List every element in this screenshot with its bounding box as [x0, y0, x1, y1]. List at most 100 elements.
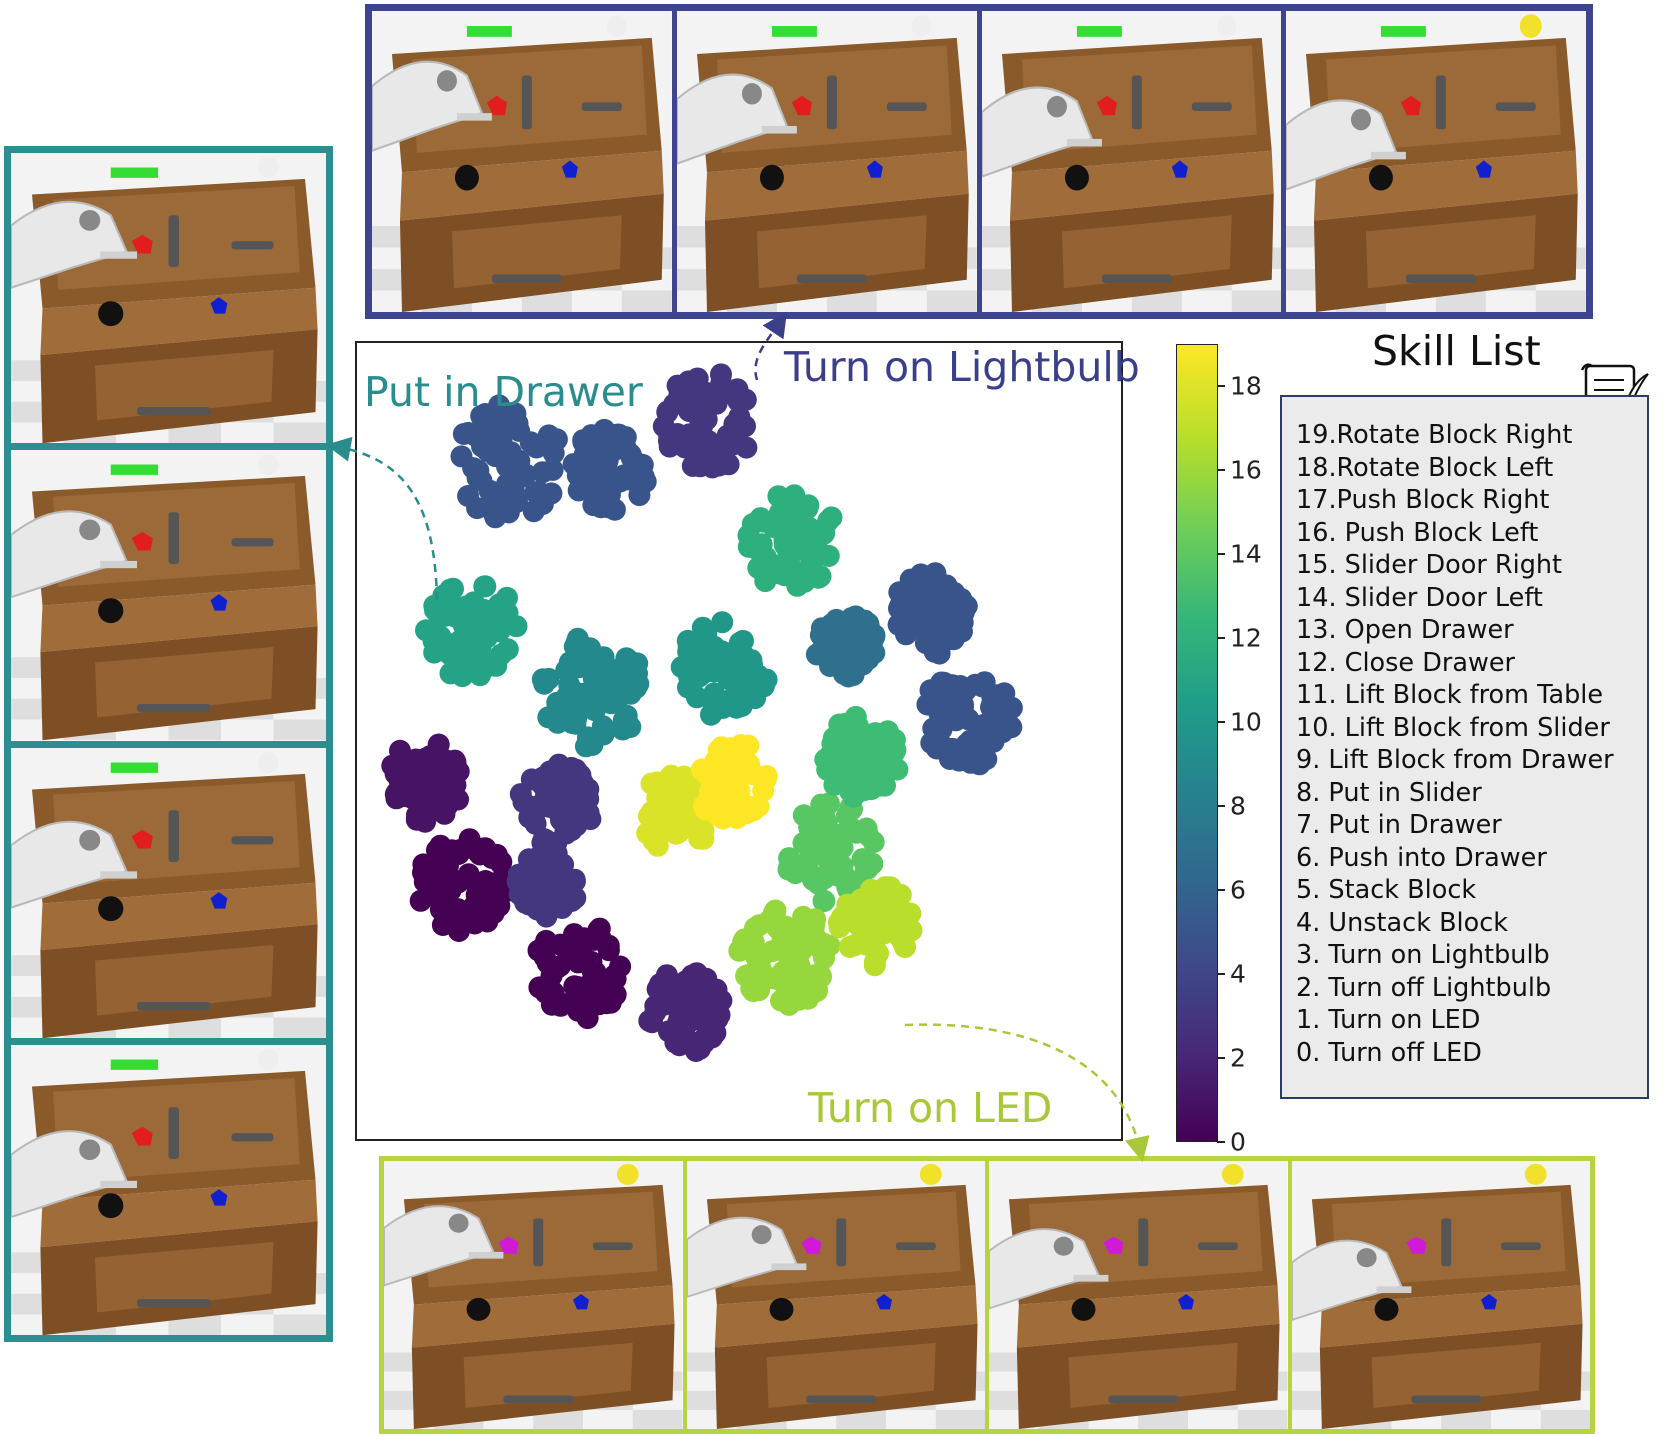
scatter-point	[815, 812, 838, 835]
scatter-point	[981, 686, 1004, 709]
scatter-point	[533, 672, 556, 695]
scatter-point	[540, 482, 563, 505]
scatter-point	[672, 429, 695, 452]
scatter-point	[680, 989, 703, 1012]
scatter-point	[457, 485, 480, 507]
scatter-point	[840, 607, 863, 630]
scatter-point	[592, 723, 615, 746]
scatter-point	[480, 847, 503, 869]
scatter-point	[899, 582, 922, 605]
scatter-point	[567, 479, 590, 502]
scatter-point	[612, 709, 635, 732]
lightbulb-frame-strip	[365, 4, 1593, 319]
robot-scene-frame	[11, 153, 326, 451]
scatter-point	[950, 618, 973, 641]
scatter-canvas	[381, 363, 1023, 1062]
scatter-point	[538, 771, 560, 793]
scatter-point	[808, 963, 831, 985]
scatter-point	[726, 764, 749, 787]
scatter-point	[1000, 696, 1023, 719]
scatter-point	[894, 936, 916, 958]
scatter-point	[645, 830, 668, 852]
scatter-point	[577, 788, 600, 810]
scatter-point	[449, 838, 472, 861]
scatter-point	[710, 989, 733, 1012]
scatter-point	[914, 569, 936, 592]
scatter-point	[704, 750, 727, 773]
skill-item: 15. Slider Door Right	[1296, 550, 1563, 580]
scatter-point	[438, 581, 461, 603]
scatter-point	[752, 779, 775, 802]
scatter-point	[879, 876, 902, 899]
scatter-point	[537, 424, 560, 447]
scatter-point	[607, 686, 630, 709]
scatter-point	[436, 862, 459, 885]
scatter-point	[620, 446, 643, 469]
scatter-point	[676, 1012, 699, 1035]
scatter-point	[574, 735, 597, 758]
scatter-point	[474, 403, 497, 425]
scatter-point	[541, 458, 564, 481]
scatter-point	[691, 616, 714, 639]
skill-item: 19.Rotate Block Right	[1296, 420, 1573, 450]
scatter-point	[924, 607, 947, 630]
colorbar-tick	[1217, 721, 1225, 723]
colorbar-gradient	[1176, 344, 1218, 1142]
skill-item: 16. Push Block Left	[1296, 517, 1539, 548]
scatter-point	[703, 635, 726, 658]
scatter-point	[609, 955, 632, 978]
scatter-point	[421, 747, 444, 770]
skill-item: 11. Lift Block from Table	[1296, 680, 1604, 710]
scatter-point	[857, 767, 880, 790]
colorbar-tick	[1217, 1057, 1225, 1059]
scatter-point	[396, 767, 419, 790]
scatter-point	[519, 431, 542, 454]
scatter-point	[774, 915, 797, 938]
scatter-point	[429, 625, 452, 648]
colorbar-tick-label: 0	[1230, 1127, 1246, 1157]
scatter-point	[558, 817, 581, 840]
scatter-point	[535, 929, 558, 952]
scatter-point	[586, 441, 609, 464]
scatter-point	[972, 713, 995, 736]
scatter-point	[592, 646, 615, 669]
scatter-point	[959, 729, 982, 752]
scatter-point	[663, 393, 686, 416]
colorbar-tick-label: 4	[1230, 959, 1246, 989]
scatter-point	[733, 928, 756, 951]
scatter-point	[829, 749, 852, 772]
scatter-point	[476, 614, 499, 637]
scatter-point	[839, 900, 862, 923]
skill-item: 6. Push into Drawer	[1296, 842, 1547, 873]
scatter-point	[661, 991, 684, 1014]
robot-scene-frame	[686, 1161, 989, 1429]
scatter-point	[522, 500, 545, 523]
scatter-point	[505, 615, 528, 638]
scatter-point	[573, 927, 596, 950]
colorbar-tick-label: 18	[1230, 371, 1262, 401]
scatter-point	[604, 469, 627, 492]
robot-scene-frame	[11, 450, 326, 748]
colorbar-tick-label: 12	[1230, 623, 1262, 653]
scatter-point	[555, 685, 578, 708]
skill-list-panel: 19.Rotate Block Right 18.Rotate Block Lef…	[1280, 395, 1649, 1099]
annotation-turn-on-lightbulb: Turn on Lightbulb	[784, 343, 1140, 391]
scatter-point	[741, 654, 764, 676]
scatter-point	[632, 465, 655, 488]
scatter-point	[572, 429, 595, 452]
skill-item: 1. Turn on LED	[1296, 1005, 1481, 1035]
scatter-point	[863, 950, 886, 973]
scatter-point	[849, 726, 872, 749]
scatter-point	[563, 635, 586, 658]
scatter-point	[660, 764, 683, 787]
scatter-point	[740, 977, 763, 1000]
scatter-point	[478, 654, 501, 677]
skill-item: 13. Open Drawer	[1296, 615, 1514, 645]
scatter-point	[668, 1034, 691, 1057]
scatter-point	[804, 931, 827, 954]
scatter-point	[444, 758, 467, 781]
scatter-point	[454, 595, 477, 618]
scatter-point	[758, 552, 781, 575]
scatter-point	[436, 600, 459, 623]
scatter-point	[816, 647, 839, 670]
